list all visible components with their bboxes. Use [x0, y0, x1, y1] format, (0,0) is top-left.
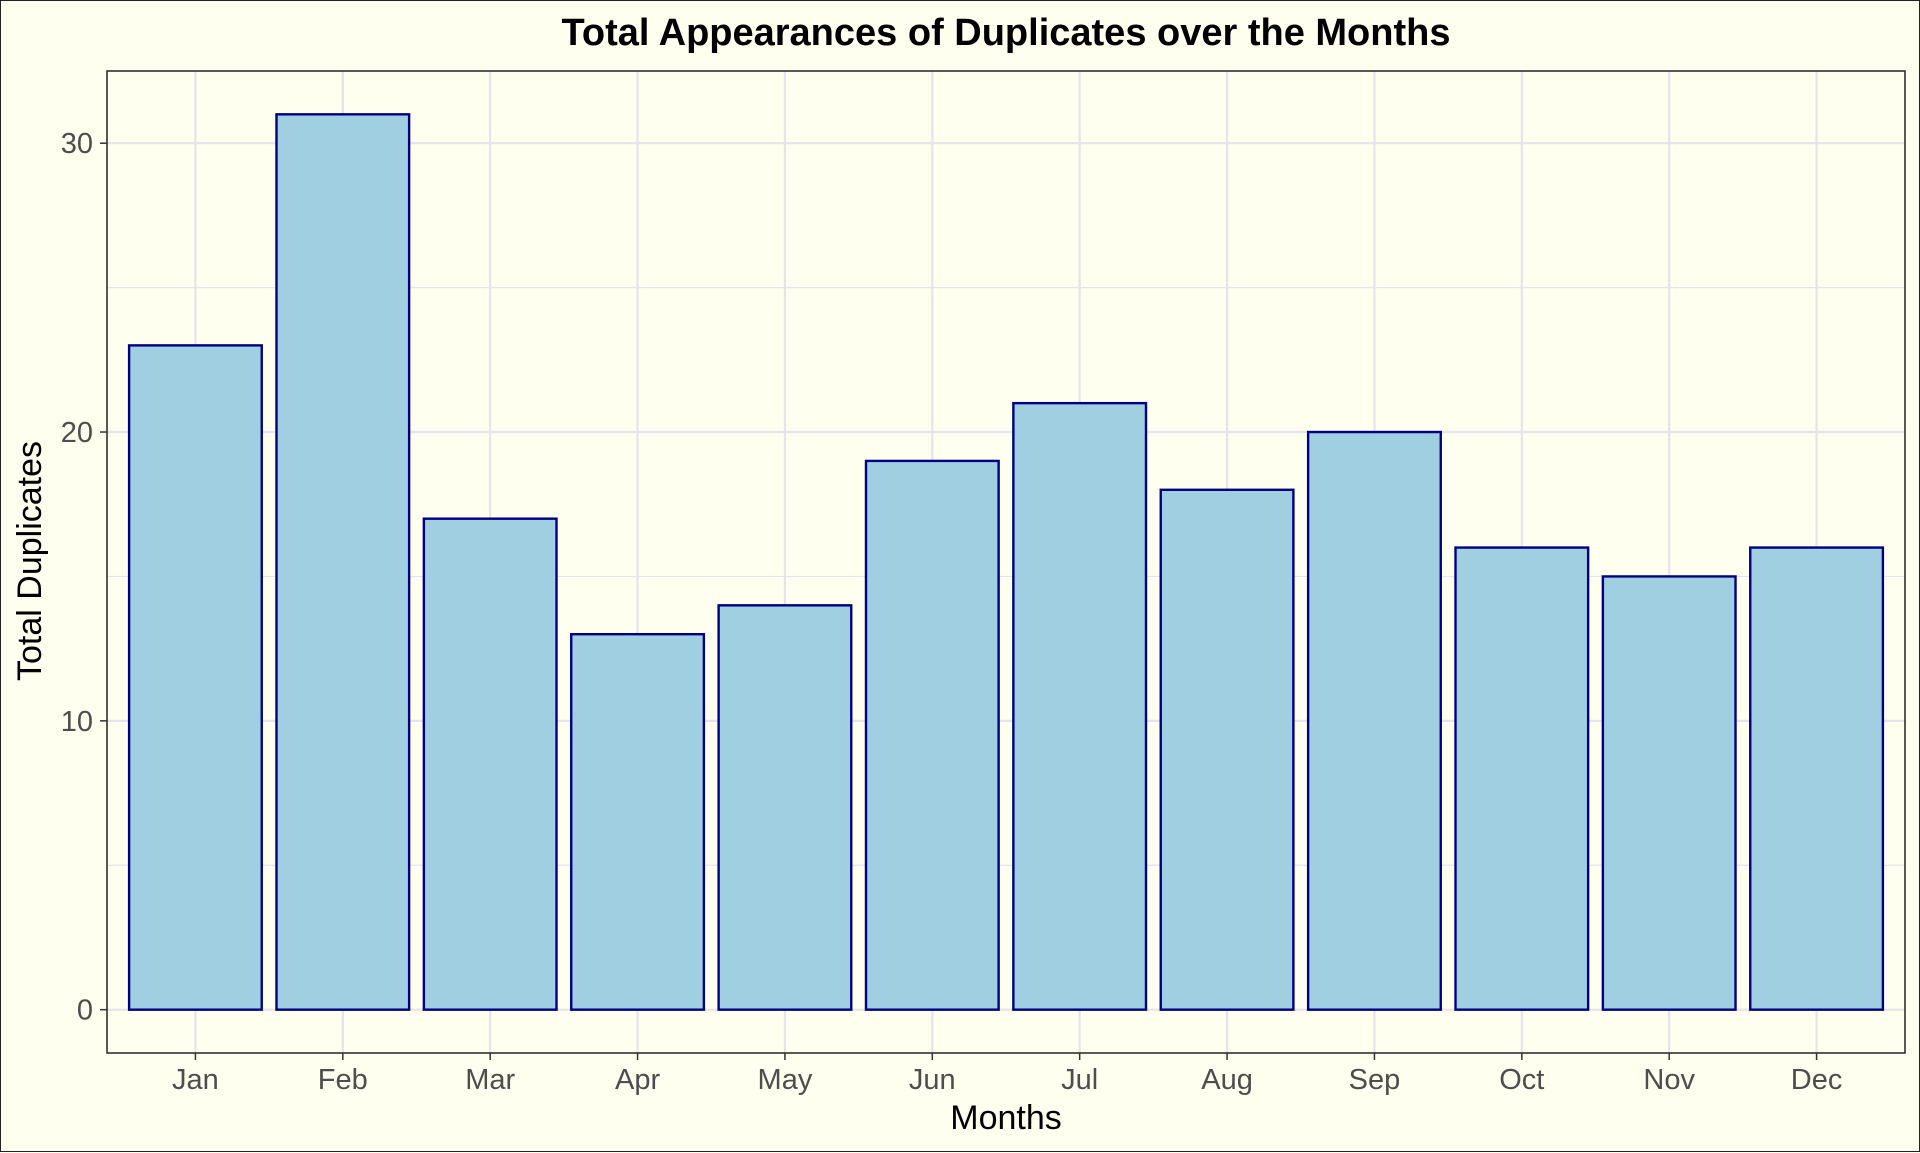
chart-title: Total Appearances of Duplicates over the…	[562, 12, 1451, 54]
bar-may	[717, 604, 853, 1011]
bar-feb	[275, 113, 411, 1011]
x-axis-title: Months	[950, 1099, 1062, 1137]
bar-jun	[864, 459, 1000, 1011]
x-tick-label: Sep	[1349, 1064, 1401, 1096]
x-tick-label: Nov	[1643, 1064, 1695, 1096]
bar-aug	[1159, 488, 1295, 1011]
bar-nov	[1601, 575, 1737, 1011]
bar-jan	[127, 344, 263, 1011]
x-tick-label: Jun	[909, 1064, 956, 1096]
x-tick-label: Jul	[1061, 1064, 1098, 1096]
y-tick-label: 10	[61, 706, 93, 738]
bar-apr	[570, 633, 706, 1011]
y-tick-label: 20	[61, 417, 93, 449]
bar-jul	[1012, 401, 1148, 1011]
bar-dec	[1749, 546, 1885, 1011]
y-axis-title: Total Duplicates	[11, 441, 49, 681]
y-tick-label: 30	[61, 128, 93, 160]
x-tick-label: Jan	[172, 1064, 219, 1096]
bar-mar	[422, 517, 558, 1011]
x-tick-label: Mar	[465, 1064, 515, 1096]
x-tick-label: May	[758, 1064, 813, 1096]
x-tick-label: Oct	[1499, 1064, 1544, 1096]
bar-sep	[1306, 430, 1442, 1011]
x-tick-label: Apr	[615, 1064, 660, 1096]
x-tick-label: Feb	[318, 1064, 368, 1096]
x-tick-label: Aug	[1201, 1064, 1253, 1096]
x-tick-label: Dec	[1791, 1064, 1843, 1096]
y-tick-label: 0	[77, 995, 93, 1027]
y-axis: 0 10 20 30	[61, 128, 107, 1027]
x-axis: Jan Feb Mar Apr May Jun Jul Aug Sep Oct Nov Dec	[172, 1053, 1842, 1096]
bars	[127, 113, 1885, 1011]
panel-border	[106, 70, 1906, 1054]
bar-oct	[1454, 546, 1590, 1011]
